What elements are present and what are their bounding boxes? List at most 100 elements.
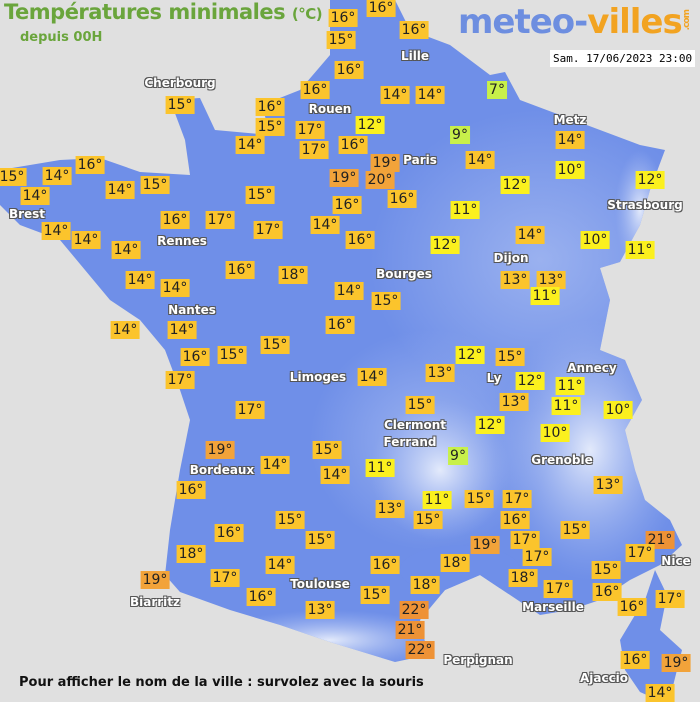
temperature-marker[interactable]: 16°	[338, 136, 368, 154]
temperature-marker[interactable]: 10°	[540, 424, 570, 442]
temperature-marker[interactable]: 15°	[495, 348, 525, 366]
temperature-marker[interactable]: 14°	[125, 271, 155, 289]
temperature-marker[interactable]: 14°	[235, 136, 265, 154]
temperature-marker[interactable]: 14°	[515, 226, 545, 244]
temperature-marker[interactable]: 14°	[42, 167, 72, 185]
temperature-marker[interactable]: 15°	[312, 441, 342, 459]
temperature-marker[interactable]: 14°	[111, 241, 141, 259]
temperature-marker[interactable]: 20°	[365, 171, 395, 189]
temperature-marker[interactable]: 16°	[366, 0, 396, 17]
temperature-marker[interactable]: 15°	[245, 186, 275, 204]
temperature-marker[interactable]: 15°	[591, 561, 621, 579]
temperature-marker[interactable]: 11°	[551, 397, 581, 415]
temperature-marker[interactable]: 19°	[370, 154, 400, 172]
temperature-marker[interactable]: 12°	[635, 171, 665, 189]
temperature-marker[interactable]: 14°	[380, 86, 410, 104]
temperature-marker[interactable]: 13°	[499, 393, 529, 411]
temperature-marker[interactable]: 16°	[620, 651, 650, 669]
temperature-marker[interactable]: 11°	[555, 377, 585, 395]
temperature-marker[interactable]: 14°	[320, 466, 350, 484]
temperature-marker[interactable]: 14°	[105, 181, 135, 199]
temperature-marker[interactable]: 16°	[176, 481, 206, 499]
temperature-marker[interactable]: 13°	[425, 364, 455, 382]
temperature-marker[interactable]: 15°	[360, 586, 390, 604]
temperature-marker[interactable]: 15°	[560, 521, 590, 539]
temperature-marker[interactable]: 16°	[325, 316, 355, 334]
temperature-marker[interactable]: 14°	[20, 187, 50, 205]
temperature-marker[interactable]: 14°	[265, 556, 295, 574]
temperature-marker[interactable]: 14°	[415, 86, 445, 104]
temperature-marker[interactable]: 19°	[205, 441, 235, 459]
temperature-marker[interactable]: 15°	[217, 346, 247, 364]
temperature-marker[interactable]: 14°	[260, 456, 290, 474]
temperature-marker[interactable]: 10°	[555, 161, 585, 179]
temperature-marker[interactable]: 9°	[450, 126, 470, 144]
temperature-marker[interactable]: 14°	[41, 222, 71, 240]
temperature-marker[interactable]: 22°	[405, 641, 435, 659]
temperature-marker[interactable]: 11°	[450, 201, 480, 219]
temperature-marker[interactable]: 19°	[661, 654, 691, 672]
temperature-marker[interactable]: 16°	[345, 231, 375, 249]
temperature-marker[interactable]: 12°	[355, 116, 385, 134]
temperature-marker[interactable]: 18°	[410, 576, 440, 594]
temperature-marker[interactable]: 16°	[225, 261, 255, 279]
temperature-marker[interactable]: 17°	[655, 590, 685, 608]
temperature-marker[interactable]: 16°	[255, 98, 285, 116]
temperature-marker[interactable]: 16°	[246, 588, 276, 606]
temperature-marker[interactable]: 16°	[214, 524, 244, 542]
temperature-marker[interactable]: 16°	[328, 9, 358, 27]
temperature-marker[interactable]: 16°	[370, 556, 400, 574]
temperature-marker[interactable]: 17°	[210, 569, 240, 587]
temperature-marker[interactable]: 15°	[464, 490, 494, 508]
temperature-marker[interactable]: 15°	[260, 336, 290, 354]
temperature-marker[interactable]: 16°	[334, 61, 364, 79]
temperature-marker[interactable]: 17°	[625, 544, 655, 562]
temperature-marker[interactable]: 14°	[71, 231, 101, 249]
temperature-marker[interactable]: 15°	[326, 31, 356, 49]
temperature-marker[interactable]: 18°	[508, 569, 538, 587]
temperature-marker[interactable]: 18°	[440, 554, 470, 572]
temperature-marker[interactable]: 17°	[522, 548, 552, 566]
temperature-marker[interactable]: 15°	[165, 96, 195, 114]
temperature-marker[interactable]: 17°	[165, 371, 195, 389]
temperature-marker[interactable]: 18°	[176, 545, 206, 563]
temperature-marker[interactable]: 17°	[205, 211, 235, 229]
temperature-marker[interactable]: 13°	[375, 500, 405, 518]
temperature-marker[interactable]: 11°	[422, 491, 452, 509]
temperature-marker[interactable]: 21°	[395, 621, 425, 639]
temperature-marker[interactable]: 16°	[160, 211, 190, 229]
temperature-marker[interactable]: 13°	[305, 601, 335, 619]
temperature-marker[interactable]: 14°	[160, 279, 190, 297]
meteo-villes-logo[interactable]: meteo-villes.com	[458, 2, 692, 42]
temperature-marker[interactable]: 17°	[510, 531, 540, 549]
temperature-marker[interactable]: 10°	[603, 401, 633, 419]
temperature-marker[interactable]: 16°	[500, 511, 530, 529]
temperature-marker[interactable]: 12°	[500, 176, 530, 194]
temperature-marker[interactable]: 13°	[500, 271, 530, 289]
temperature-marker[interactable]: 17°	[543, 580, 573, 598]
temperature-marker[interactable]: 16°	[300, 81, 330, 99]
temperature-marker[interactable]: 17°	[502, 490, 532, 508]
temperature-marker[interactable]: 14°	[465, 151, 495, 169]
temperature-marker[interactable]: 11°	[530, 287, 560, 305]
temperature-marker[interactable]: 17°	[299, 141, 329, 159]
temperature-marker[interactable]: 14°	[167, 321, 197, 339]
temperature-marker[interactable]: 19°	[329, 169, 359, 187]
temperature-marker[interactable]: 18°	[278, 266, 308, 284]
temperature-marker[interactable]: 7°	[487, 81, 507, 99]
temperature-marker[interactable]: 11°	[365, 459, 395, 477]
temperature-marker[interactable]: 15°	[371, 292, 401, 310]
temperature-marker[interactable]: 16°	[617, 598, 647, 616]
temperature-marker[interactable]: 16°	[387, 190, 417, 208]
temperature-marker[interactable]: 22°	[399, 601, 429, 619]
temperature-marker[interactable]: 19°	[470, 536, 500, 554]
temperature-marker[interactable]: 15°	[305, 531, 335, 549]
temperature-marker[interactable]: 15°	[140, 176, 170, 194]
temperature-marker[interactable]: 11°	[625, 241, 655, 259]
temperature-marker[interactable]: 16°	[592, 583, 622, 601]
temperature-marker[interactable]: 13°	[536, 271, 566, 289]
temperature-marker[interactable]: 17°	[295, 121, 325, 139]
temperature-marker[interactable]: 15°	[255, 118, 285, 136]
temperature-marker[interactable]: 14°	[310, 216, 340, 234]
temperature-marker[interactable]: 9°	[448, 447, 468, 465]
